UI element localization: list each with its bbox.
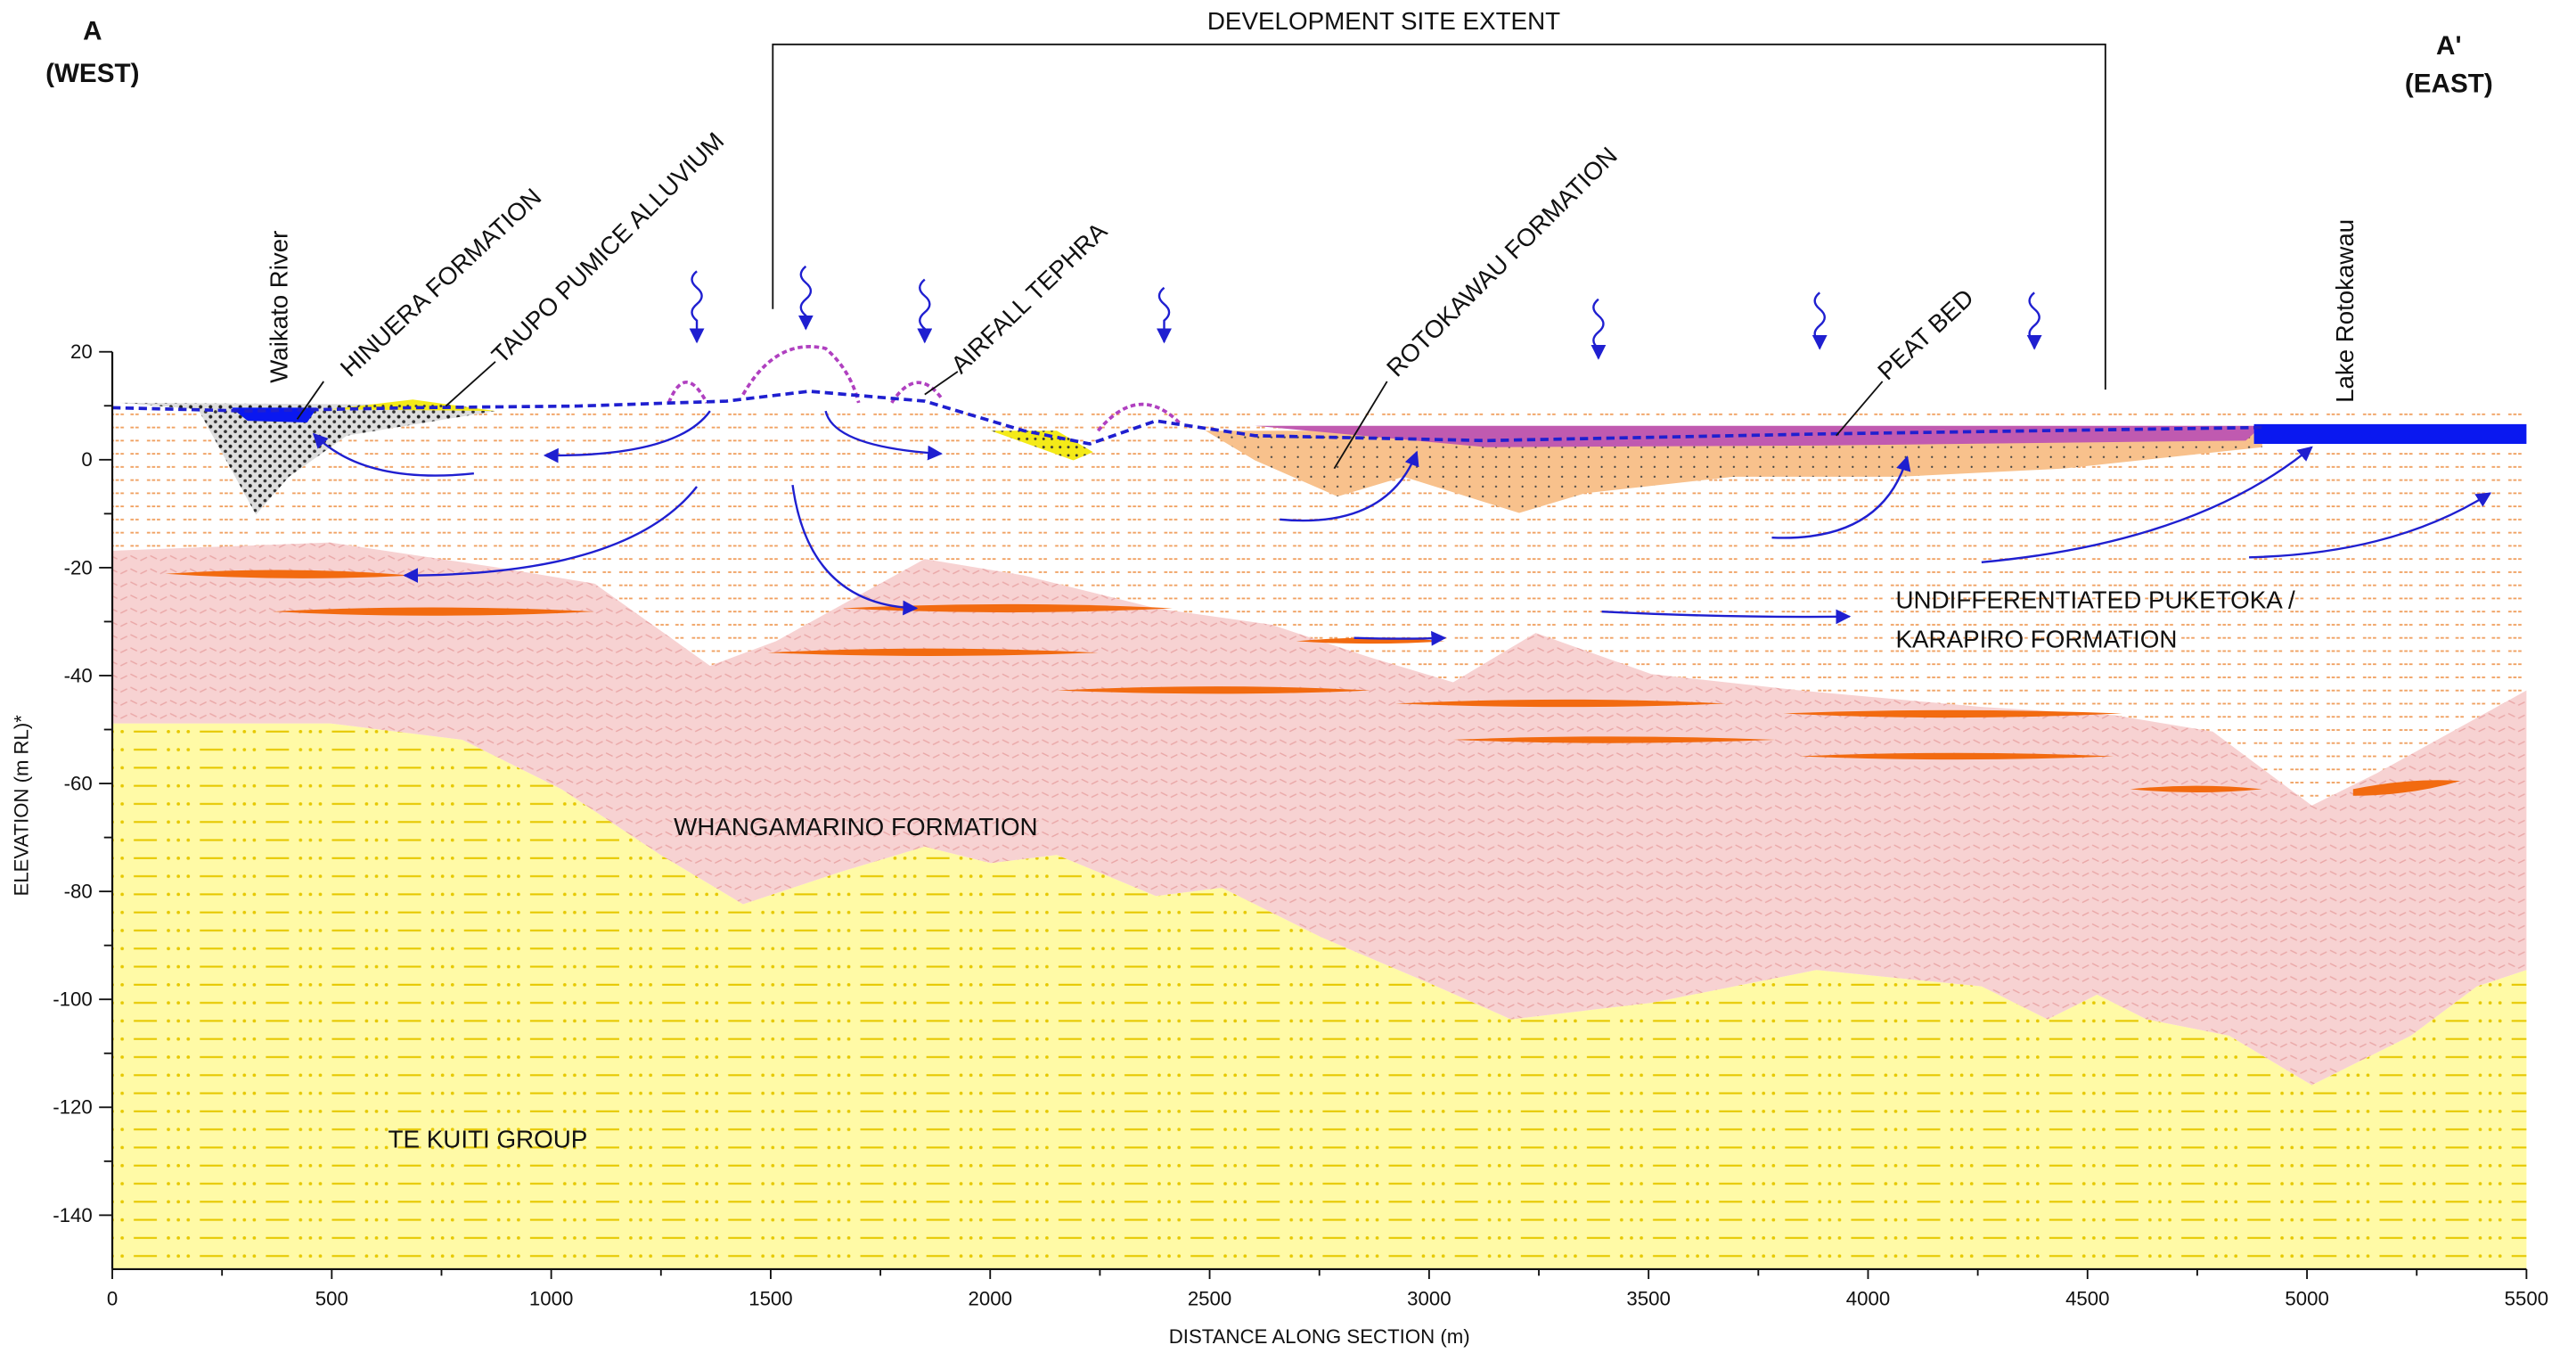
lake xyxy=(2254,424,2527,444)
feature-label: PEAT BED xyxy=(1872,283,1979,385)
section-start-direction: (WEST) xyxy=(45,59,139,88)
x-tick-label: 4000 xyxy=(1846,1288,1890,1310)
y-tick-label: 0 xyxy=(81,448,92,471)
y-tick-label: -80 xyxy=(64,881,93,903)
feature-label: TAUPO PUMICE ALLUVIUM xyxy=(487,127,730,368)
feature-label: ROTOKAWAU FORMATION xyxy=(1381,142,1623,382)
x-tick-label: 2500 xyxy=(1188,1288,1231,1310)
x-tick-label: 0 xyxy=(107,1288,118,1310)
y-tick-label: -140 xyxy=(53,1204,92,1226)
formation-label: KARAPIRO FORMATION xyxy=(1895,626,2177,653)
section-end-letter: A' xyxy=(2436,31,2461,61)
formation-label: WHANGAMARINO FORMATION xyxy=(674,813,1038,840)
x-axis-label: DISTANCE ALONG SECTION (m) xyxy=(1169,1325,1470,1348)
y-tick-label: 20 xyxy=(70,340,93,363)
x-tick-label: 3500 xyxy=(1626,1288,1670,1310)
y-tick-label: -60 xyxy=(64,772,93,794)
recharge-arrows xyxy=(691,266,2039,358)
y-tick-label: -100 xyxy=(53,988,92,1011)
y-tick-label: -120 xyxy=(53,1096,92,1119)
y-tick-label: -20 xyxy=(64,556,93,578)
formation-label: TE KUITI GROUP xyxy=(388,1126,588,1153)
cross-section: A (WEST) A' (EAST) DEVELOPMENT SITE EXTE… xyxy=(0,0,2576,1353)
feature-label: Waikato River xyxy=(265,231,292,383)
section-start-letter: A xyxy=(83,16,102,45)
site-extent-label: DEVELOPMENT SITE EXTENT xyxy=(1207,7,1560,35)
formation-label: UNDIFFERENTIATED PUKETOKA / xyxy=(1895,586,2295,614)
x-tick-label: 5500 xyxy=(2505,1288,2548,1310)
y-tick-label: -40 xyxy=(64,664,93,686)
feature-label: Lake Rotokawau xyxy=(2331,219,2359,403)
x-tick-label: 1000 xyxy=(529,1288,573,1310)
x-tick-label: 5000 xyxy=(2285,1288,2328,1310)
x-tick-label: 1500 xyxy=(748,1288,792,1310)
section-end-direction: (EAST) xyxy=(2405,69,2493,98)
y-axis-label: ELEVATION (m RL)* xyxy=(10,715,32,897)
feature-label: AIRFALL TEPHRA xyxy=(945,217,1112,379)
x-tick-label: 2000 xyxy=(969,1288,1012,1310)
x-tick-label: 4500 xyxy=(2065,1288,2109,1310)
x-tick-label: 3000 xyxy=(1407,1288,1451,1310)
x-tick-label: 500 xyxy=(315,1288,348,1310)
